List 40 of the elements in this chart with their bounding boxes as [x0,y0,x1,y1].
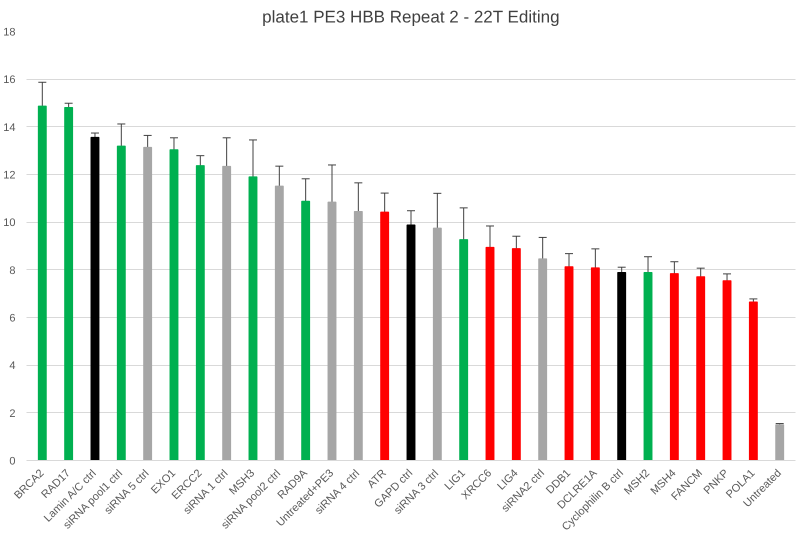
bar [196,165,205,460]
chart-title: plate1 PE3 HBB Repeat 2 - 22T Editing [262,8,560,26]
bar [432,228,442,460]
bar [143,146,152,460]
y-tick-label: 12 [3,170,16,182]
bar [775,424,784,460]
bar [459,239,468,460]
y-tick-label: 10 [3,217,16,230]
y-tick-label: 16 [3,74,16,86]
bar [617,272,626,460]
bar [564,266,574,460]
bar [406,224,416,460]
bar [354,210,363,460]
bar [748,302,758,460]
bar [538,258,548,460]
bar [380,212,390,460]
bar [222,166,232,460]
bar [670,273,679,460]
bar [512,248,521,460]
bar [722,280,732,460]
bar [170,149,178,460]
y-tick-label: 2 [9,408,16,420]
bar [696,276,706,460]
y-tick-label: 4 [9,360,16,372]
bar [486,246,494,460]
y-tick-label: 14 [3,122,16,134]
bar [301,200,310,460]
bar [38,106,47,460]
y-tick-label: 8 [9,264,16,277]
bar [248,176,258,460]
bar [274,186,284,460]
bar [644,272,652,460]
y-tick-label: 18 [3,26,16,38]
y-tick-label: 6 [9,312,16,324]
bar [328,202,336,460]
y-tick-label: 0 [9,456,16,468]
bar [64,107,74,460]
bar [90,136,100,460]
bar [590,267,600,460]
bar [116,146,126,460]
